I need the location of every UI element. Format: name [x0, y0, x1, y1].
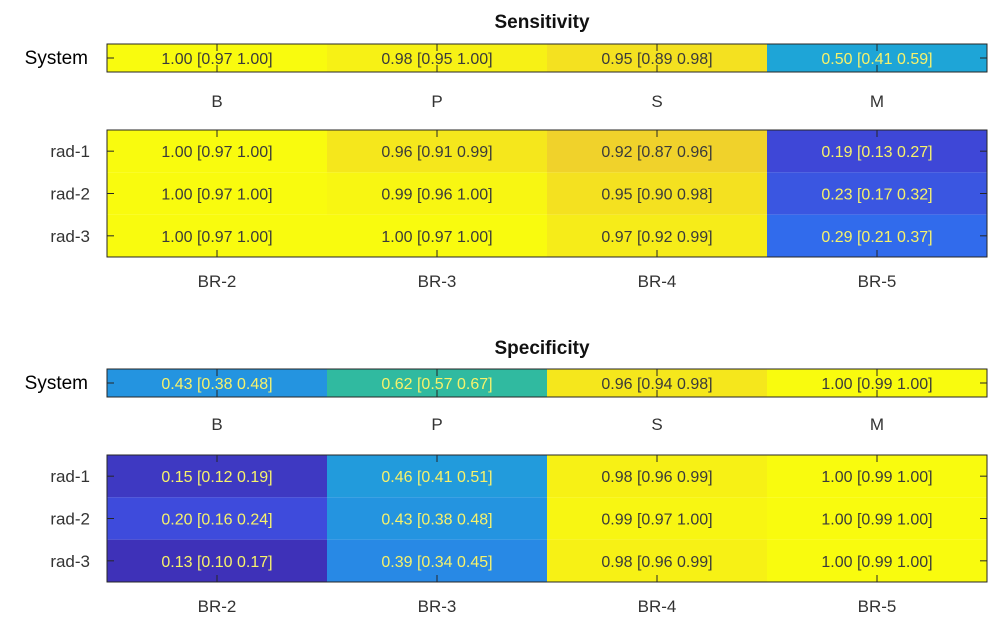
- row-label-rad-2: rad-2: [50, 184, 90, 203]
- cell-label: 0.39 [0.34 0.45]: [381, 554, 492, 571]
- heatmap-cell: [327, 214, 547, 257]
- heatmap-cell: [107, 539, 327, 582]
- cell-label: 1.00 [0.97 1.00]: [161, 229, 272, 246]
- heatmap-cell: [767, 130, 987, 173]
- sensitivity-heatmap: Sensitivity 1.00 [0.97 1.00] 0.98 [0.95 1.…: [25, 12, 988, 291]
- cell-label: 0.92 [0.87 0.96]: [601, 144, 712, 161]
- radiologist-panel: 0.15 [0.12 0.19] 0.46 [0.41 0.51] 0.98 [0.…: [50, 454, 988, 616]
- chart-title: Sensitivity: [494, 12, 589, 33]
- row-label-rad-3: rad-3: [50, 227, 90, 246]
- cell-label: 0.50 [0.41 0.59]: [821, 51, 932, 68]
- row-label-rad-1: rad-1: [50, 142, 90, 161]
- cell-label: 0.43 [0.38 0.48]: [161, 376, 272, 393]
- column-label-br-2: BR-2: [198, 597, 237, 616]
- cell-label: 0.19 [0.13 0.27]: [821, 144, 932, 161]
- cell-label: 0.29 [0.21 0.37]: [821, 229, 932, 246]
- cell-label: 1.00 [0.97 1.00]: [381, 229, 492, 246]
- heatmap-cell: [107, 455, 327, 498]
- heatmap-cell: [547, 455, 767, 498]
- cell-label: 0.98 [0.95 1.00]: [381, 51, 492, 68]
- heatmap-cell: [547, 214, 767, 257]
- heatmap-cell: [767, 539, 987, 582]
- heatmap-cell: [547, 172, 767, 215]
- row-label-rad-2: rad-2: [50, 509, 90, 528]
- chart-title: Specificity: [494, 338, 589, 359]
- row-label-system: System: [25, 48, 88, 69]
- heatmap-cell: [547, 539, 767, 582]
- cell-label: 0.62 [0.57 0.67]: [381, 376, 492, 393]
- column-label-p: P: [431, 92, 442, 111]
- heatmap-cell: [767, 172, 987, 215]
- column-label-s: S: [651, 415, 662, 434]
- cell-label: 0.97 [0.92 0.99]: [601, 229, 712, 246]
- column-label-br-3: BR-3: [418, 272, 457, 291]
- row-label-rad-1: rad-1: [50, 467, 90, 486]
- cell-label: 0.13 [0.10 0.17]: [161, 554, 272, 571]
- cell-label: 0.98 [0.96 0.99]: [601, 554, 712, 571]
- heatmap-cell: [107, 214, 327, 257]
- heatmap-cell: [547, 130, 767, 173]
- cell-label: 0.20 [0.16 0.24]: [161, 511, 272, 528]
- column-label-s: S: [651, 92, 662, 111]
- cell-label: 1.00 [0.99 1.00]: [821, 554, 932, 571]
- cell-label: 0.95 [0.89 0.98]: [601, 51, 712, 68]
- heatmap-cell: [327, 455, 547, 498]
- heatmap-cell: [547, 497, 767, 540]
- specificity-heatmap: Specificity 0.43 [0.38 0.48] 0.62 [0.57 0.…: [25, 338, 988, 616]
- cell-label: 0.43 [0.38 0.48]: [381, 511, 492, 528]
- row-label-rad-3: rad-3: [50, 552, 90, 571]
- heatmap-cell: [327, 539, 547, 582]
- row-label-system: System: [25, 373, 88, 394]
- heatmap-cell: [107, 497, 327, 540]
- heatmap-cell: [767, 455, 987, 498]
- heatmap-cell: [767, 214, 987, 257]
- cell-label: 0.15 [0.12 0.19]: [161, 469, 272, 486]
- cell-label: 1.00 [0.99 1.00]: [821, 376, 932, 393]
- cell-label: 0.95 [0.90 0.98]: [601, 186, 712, 203]
- system-panel: 1.00 [0.97 1.00] 0.98 [0.95 1.00] 0.95 [0.…: [25, 43, 988, 111]
- column-label-b: B: [211, 92, 222, 111]
- heatmap-cell: [327, 172, 547, 215]
- cell-label: 1.00 [0.97 1.00]: [161, 186, 272, 203]
- cell-label: 0.46 [0.41 0.51]: [381, 469, 492, 486]
- column-label-br-2: BR-2: [198, 272, 237, 291]
- cell-label: 0.96 [0.91 0.99]: [381, 144, 492, 161]
- system-panel: 0.43 [0.38 0.48] 0.62 [0.57 0.67] 0.96 [0.…: [25, 368, 988, 434]
- heatmap-cell: [767, 497, 987, 540]
- cell-label: 1.00 [0.97 1.00]: [161, 51, 272, 68]
- column-label-br-5: BR-5: [858, 272, 897, 291]
- heatmap-cell: [107, 130, 327, 173]
- column-label-br-4: BR-4: [638, 597, 677, 616]
- cell-label: 0.96 [0.94 0.98]: [601, 376, 712, 393]
- cell-label: 1.00 [0.99 1.00]: [821, 469, 932, 486]
- radiologist-panel: 1.00 [0.97 1.00] 0.96 [0.91 0.99] 0.92 [0.…: [50, 129, 988, 291]
- column-label-br-3: BR-3: [418, 597, 457, 616]
- heatmap-cell: [327, 497, 547, 540]
- column-label-m: M: [870, 92, 884, 111]
- column-label-p: P: [431, 415, 442, 434]
- cell-label: 1.00 [0.97 1.00]: [161, 144, 272, 161]
- cell-label: 0.99 [0.96 1.00]: [381, 186, 492, 203]
- column-label-br-5: BR-5: [858, 597, 897, 616]
- cell-label: 1.00 [0.99 1.00]: [821, 511, 932, 528]
- cell-label: 0.99 [0.97 1.00]: [601, 511, 712, 528]
- column-label-m: M: [870, 415, 884, 434]
- heatmap-cell: [327, 130, 547, 173]
- heatmap-cell: [107, 172, 327, 215]
- column-label-br-4: BR-4: [638, 272, 677, 291]
- cell-label: 0.23 [0.17 0.32]: [821, 186, 932, 203]
- column-label-b: B: [211, 415, 222, 434]
- cell-label: 0.98 [0.96 0.99]: [601, 469, 712, 486]
